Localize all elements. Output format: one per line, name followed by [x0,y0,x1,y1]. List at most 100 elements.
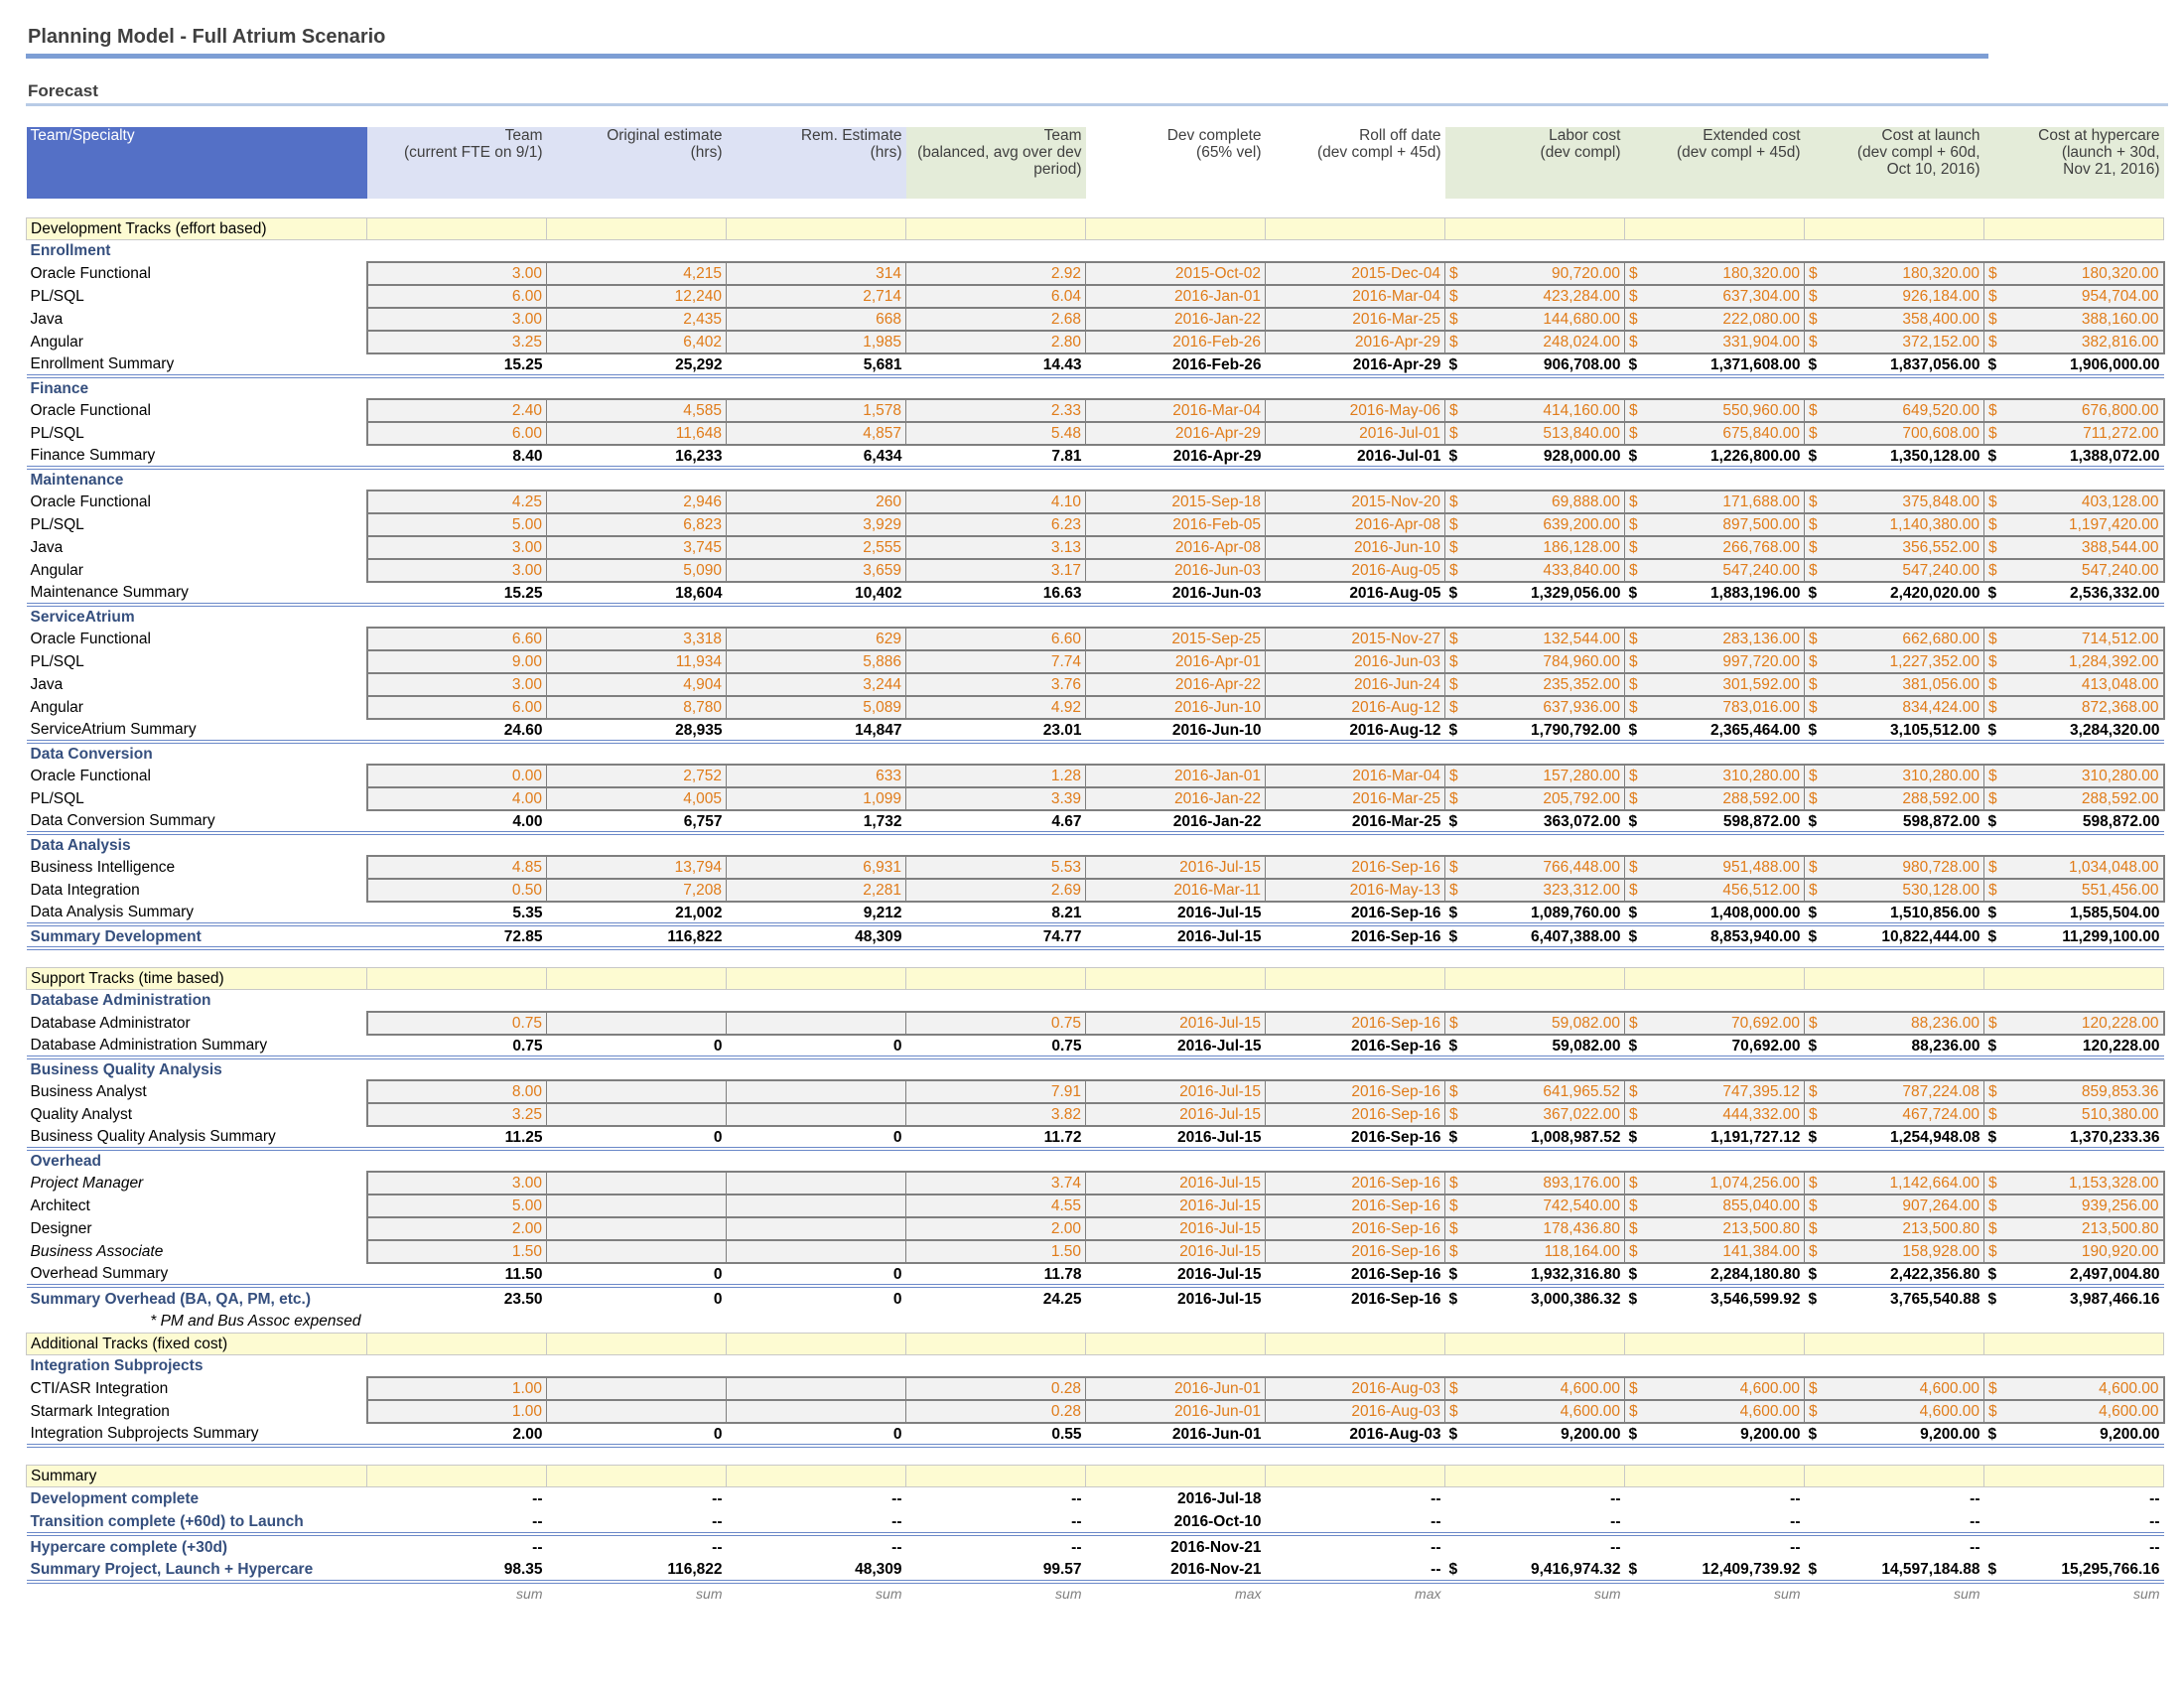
value-cell[interactable]: 8.00 [365,1079,547,1104]
value-cell[interactable]: 1.28 [905,764,1086,788]
section-cell[interactable] [726,216,906,240]
value-cell[interactable]: 2016-Jun-01 [1085,1376,1266,1401]
value-cell[interactable]: $662,680.00 [1804,627,1984,651]
value-cell[interactable]: $381,056.00 [1804,672,1984,697]
value-cell[interactable]: 7.74 [905,649,1086,674]
section-cell[interactable] [1085,1332,1266,1355]
section-cell[interactable] [1444,966,1625,990]
value-cell[interactable]: 2016-Apr-08 [1265,512,1445,537]
value-cell[interactable] [546,1171,727,1196]
value-cell[interactable]: 13,794 [546,855,727,880]
value-cell[interactable]: 2,946 [546,490,727,514]
value-cell[interactable]: $141,384.00 [1624,1239,1805,1264]
value-cell[interactable]: 11,648 [546,421,727,446]
value-cell[interactable] [726,1011,906,1036]
value-cell[interactable]: $213,500.80 [1804,1216,1984,1241]
value-cell[interactable]: $222,080.00 [1624,307,1805,332]
value-cell[interactable]: 2016-Sep-16 [1265,1194,1445,1218]
value-cell[interactable] [546,1216,727,1241]
value-cell[interactable]: $926,184.00 [1804,284,1984,309]
value-cell[interactable]: 4.10 [905,490,1086,514]
value-cell[interactable]: $375,848.00 [1804,490,1984,514]
value-cell[interactable]: 2016-Jun-03 [1265,649,1445,674]
value-cell[interactable]: 2016-Jan-01 [1085,764,1266,788]
value-cell[interactable]: 2016-Sep-16 [1265,1216,1445,1241]
value-cell[interactable]: 6,823 [546,512,727,537]
value-cell[interactable]: 4.85 [365,855,547,880]
value-cell[interactable]: $1,197,420.00 [1983,512,2165,537]
value-cell[interactable]: 3,244 [726,672,906,697]
value-cell[interactable]: $288,592.00 [1804,786,1984,811]
value-cell[interactable]: $547,240.00 [1804,558,1984,583]
column-header[interactable]: Team (current FTE on 9/1) [366,127,547,199]
value-cell[interactable]: 629 [726,627,906,651]
section-cell[interactable] [1983,1332,2164,1355]
value-cell[interactable]: 2016-Mar-04 [1085,398,1266,423]
section-cell[interactable] [1983,966,2164,990]
value-cell[interactable]: 2016-Jun-10 [1085,695,1266,720]
value-cell[interactable]: 1.00 [365,1376,547,1401]
column-header[interactable]: Cost at hypercare (launch + 30d, Nov 21,… [1983,127,2164,199]
value-cell[interactable]: 5.00 [365,512,547,537]
value-cell[interactable]: $742,540.00 [1444,1194,1625,1218]
value-cell[interactable]: 0.75 [905,1011,1086,1036]
value-cell[interactable]: 2016-Mar-11 [1085,878,1266,903]
value-cell[interactable]: 9.00 [365,649,547,674]
section-cell[interactable] [1624,216,1805,240]
value-cell[interactable] [546,1376,727,1401]
value-cell[interactable] [726,1216,906,1241]
value-cell[interactable]: 6.23 [905,512,1086,537]
value-cell[interactable]: 2016-Jul-15 [1085,1216,1266,1241]
value-cell[interactable]: 2016-Jun-10 [1265,535,1445,560]
value-cell[interactable]: $59,082.00 [1444,1011,1625,1036]
value-cell[interactable]: 2016-Mar-04 [1265,764,1445,788]
value-cell[interactable]: $1,284,392.00 [1983,649,2165,674]
section-cell[interactable] [1085,1464,1266,1487]
value-cell[interactable]: 6,402 [546,330,727,354]
value-cell[interactable]: $551,456.00 [1983,878,2165,903]
value-cell[interactable]: 1.00 [365,1399,547,1424]
value-cell[interactable]: 3.17 [905,558,1086,583]
value-cell[interactable]: $444,332.00 [1624,1102,1805,1127]
value-cell[interactable]: $158,928.00 [1804,1239,1984,1264]
value-cell[interactable]: $766,448.00 [1444,855,1625,880]
value-cell[interactable]: $513,840.00 [1444,421,1625,446]
value-cell[interactable]: $1,142,664.00 [1804,1171,1984,1196]
value-cell[interactable]: 1.50 [905,1239,1086,1264]
value-cell[interactable]: 2016-Sep-16 [1265,1171,1445,1196]
value-cell[interactable]: $433,840.00 [1444,558,1625,583]
value-cell[interactable]: $510,380.00 [1983,1102,2165,1127]
value-cell[interactable]: $180,320.00 [1624,261,1805,286]
value-cell[interactable]: $356,552.00 [1804,535,1984,560]
value-cell[interactable]: 2015-Oct-02 [1085,261,1266,286]
value-cell[interactable]: 4,857 [726,421,906,446]
value-cell[interactable]: 260 [726,490,906,514]
section-cell[interactable] [1804,1464,1984,1487]
value-cell[interactable]: 2015-Sep-25 [1085,627,1266,651]
section-cell[interactable] [546,966,727,990]
value-cell[interactable]: $288,592.00 [1983,786,2165,811]
value-cell[interactable]: $637,936.00 [1444,695,1625,720]
value-cell[interactable]: 3.25 [365,330,547,354]
value-cell[interactable]: $980,728.00 [1804,855,1984,880]
value-cell[interactable]: 5,886 [726,649,906,674]
value-cell[interactable]: 2016-Mar-25 [1265,786,1445,811]
value-cell[interactable]: $144,680.00 [1444,307,1625,332]
value-cell[interactable]: 6.00 [365,284,547,309]
value-cell[interactable]: 0.50 [365,878,547,903]
value-cell[interactable]: 2016-Sep-16 [1265,1079,1445,1104]
column-header[interactable]: Extended cost (dev compl + 45d) [1624,127,1805,199]
value-cell[interactable] [726,1399,906,1424]
value-cell[interactable]: $1,140,380.00 [1804,512,1984,537]
value-cell[interactable]: 2016-May-13 [1265,878,1445,903]
column-header[interactable]: Dev complete (65% vel) [1166,127,1262,161]
value-cell[interactable]: $118,164.00 [1444,1239,1625,1264]
value-cell[interactable]: 4,904 [546,672,727,697]
value-cell[interactable]: 2016-Apr-01 [1085,649,1266,674]
value-cell[interactable] [546,1011,727,1036]
value-cell[interactable] [546,1194,727,1218]
section-cell[interactable] [546,216,727,240]
value-cell[interactable]: 2015-Dec-04 [1265,261,1445,286]
section-cell[interactable] [1444,216,1625,240]
value-cell[interactable]: $997,720.00 [1624,649,1805,674]
